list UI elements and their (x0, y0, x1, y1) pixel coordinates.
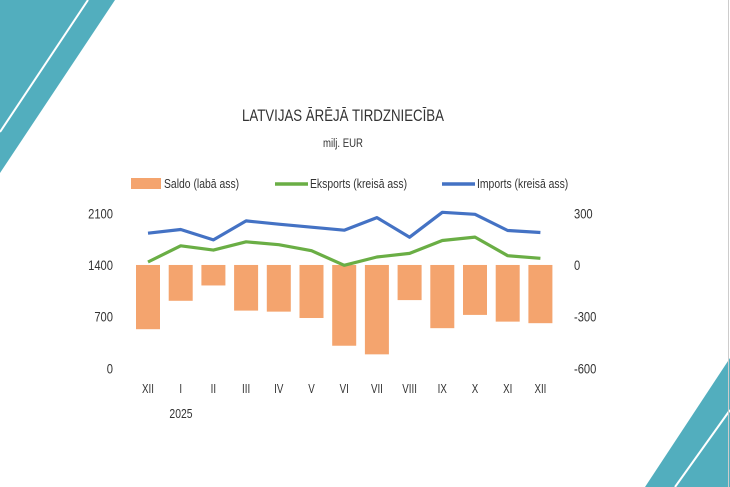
saldo-bar (397, 264, 422, 301)
right-axis-tick-label: -600 (574, 361, 596, 376)
saldo-bar (136, 264, 160, 330)
saldo-bar (266, 264, 291, 312)
chart-title: LATVIJAS ĀRĒJĀ TIRDZNIECĪBA (242, 107, 445, 126)
saldo-bar (463, 264, 487, 315)
decor-stripe-top-left (0, 0, 115, 173)
saldo-bar (364, 264, 389, 355)
legend-label-imports: Imports (kreisā ass) (477, 177, 568, 191)
x-axis-tick-label: III (242, 383, 250, 397)
x-axis-tick-label: VI (340, 383, 349, 397)
saldo-bar (528, 264, 553, 324)
decor-line-top-left (0, 0, 89, 133)
legend-label-eksports: Eksports (kreisā ass) (310, 177, 407, 191)
x-axis-tick-label: IV (274, 383, 283, 397)
x-axis-tick-label: V (308, 383, 315, 397)
x-axis-tick-label: II (211, 383, 216, 397)
saldo-bar (495, 264, 520, 322)
left-axis-tick-label: 2100 (88, 206, 113, 221)
decor-line-bottom-right (674, 409, 730, 487)
legend-swatch-saldo (131, 178, 161, 189)
right-axis-tick-label: 0 (574, 258, 580, 273)
saldo-bar (430, 264, 455, 329)
imports-line (147, 210, 541, 242)
saldo-bar (201, 264, 226, 286)
x-axis-tick-label: XI (503, 383, 512, 397)
x-axis-tick-label: XII (142, 383, 154, 397)
decor-stripe-bottom-right (645, 358, 730, 487)
left-axis-tick-label: 1400 (88, 258, 113, 273)
x-axis-tick-label: X (472, 383, 479, 397)
x-axis-tick-label: I (179, 383, 182, 397)
x-axis-tick-label: IX (438, 383, 447, 397)
legend: Saldo (labā ass) Eksports (kreisā ass) I… (131, 177, 568, 191)
right-axis-tick-label: -300 (574, 309, 596, 324)
chart-subtitle: milj. EUR (323, 137, 363, 150)
x-axis-tick-label: XII (534, 383, 546, 397)
x-axis-tick-label: VIII (402, 383, 417, 397)
left-axis-tick-label: 0 (107, 361, 113, 376)
legend-label-saldo: Saldo (labā ass) (164, 177, 239, 191)
x-axis-tick-label: VII (371, 383, 383, 397)
saldo-bar (234, 264, 259, 311)
saldo-bar (299, 264, 324, 319)
year-label: 2025 (169, 407, 193, 421)
saldo-bar (332, 264, 357, 346)
eksports-line (147, 235, 541, 267)
saldo-bar (168, 264, 193, 301)
right-axis-tick-label: 300 (574, 206, 593, 221)
left-axis-tick-label: 700 (94, 309, 113, 324)
